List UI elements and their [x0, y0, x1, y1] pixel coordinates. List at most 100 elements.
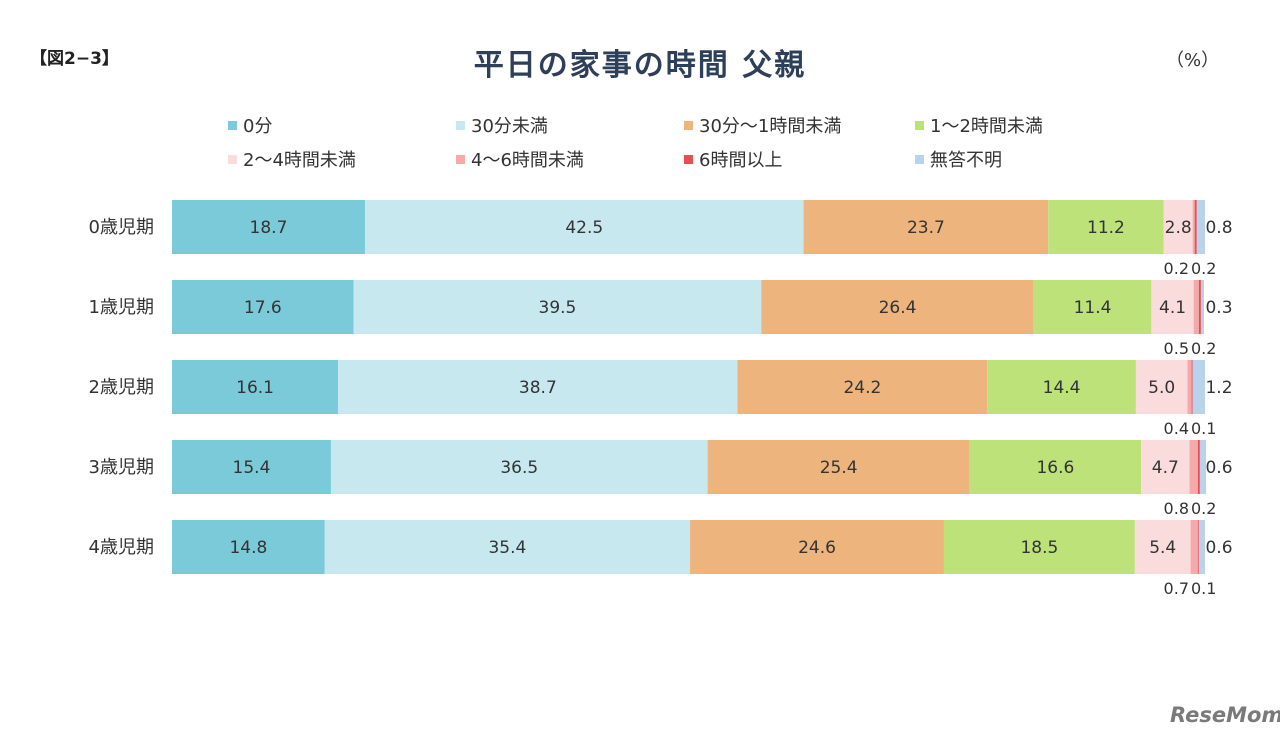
data-label: 16.1	[236, 378, 274, 398]
data-label: 24.2	[843, 378, 881, 398]
data-label: 39.5	[539, 298, 577, 318]
data-label: 5.0	[1148, 378, 1175, 398]
chart-title: 平日の家事の時間 父親	[473, 48, 807, 83]
data-label: 35.4	[488, 538, 526, 558]
data-label: 0.4	[1164, 419, 1189, 438]
bar-segment	[1199, 440, 1207, 494]
unit-label: （%）	[1166, 50, 1220, 71]
legend-item: 2〜4時間未満	[228, 146, 356, 172]
watermark-logo: ReseMom	[1170, 703, 1280, 727]
bar-segment	[690, 520, 944, 574]
category-label: 0歳児期	[89, 217, 154, 238]
legend-item: 4〜6時間未満	[456, 146, 584, 172]
data-label: 0.7	[1164, 579, 1189, 598]
data-label: 18.7	[250, 218, 288, 238]
data-label: 0.2	[1191, 259, 1216, 278]
bar-segment	[943, 520, 1135, 574]
legend-swatch	[228, 120, 237, 130]
legend-swatch	[456, 154, 465, 164]
legend-swatch	[456, 120, 465, 130]
bar-segment	[1134, 520, 1191, 574]
data-label: 18.5	[1020, 538, 1058, 558]
bar-segment	[803, 200, 1049, 254]
data-label: 36.5	[500, 458, 538, 478]
data-label: 0.8	[1205, 218, 1232, 238]
data-label: 1.2	[1205, 378, 1232, 398]
data-label: 0.3	[1205, 298, 1232, 318]
legend-label: 30分〜1時間未満	[699, 116, 842, 137]
bar-segment	[172, 360, 339, 414]
bar-segment	[172, 280, 354, 334]
data-label: 0.5	[1164, 339, 1189, 358]
data-label: 23.7	[907, 218, 945, 238]
legend-label: 1〜2時間未満	[930, 116, 1043, 137]
legend-label: 2〜4時間未満	[243, 150, 356, 171]
category-label: 4歳児期	[89, 537, 154, 558]
bar-segment	[1190, 520, 1198, 574]
data-label: 38.7	[519, 378, 557, 398]
category-label: 3歳児期	[89, 457, 154, 478]
legend-swatch	[915, 154, 924, 164]
bar-segment	[324, 520, 691, 574]
legend-swatch	[228, 154, 237, 164]
legend-swatch	[915, 120, 924, 130]
bar-segment	[1192, 200, 1195, 254]
bar-segment	[1187, 360, 1192, 414]
legend-label: 30分未満	[471, 116, 548, 137]
data-label: 14.8	[229, 538, 267, 558]
bar-segment	[969, 440, 1142, 494]
data-label: 24.6	[798, 538, 836, 558]
bar-segment	[1198, 520, 1206, 574]
data-label: 0.6	[1205, 458, 1232, 478]
data-label: 0.6	[1205, 538, 1232, 558]
legend-label: 無答不明	[930, 150, 1002, 171]
bar-segment	[330, 440, 708, 494]
category-label: 2歳児期	[89, 377, 154, 398]
bar-segment	[172, 520, 325, 574]
bar-segment	[1194, 200, 1197, 254]
bar-segment	[1163, 200, 1193, 254]
legend-swatch	[684, 154, 693, 164]
data-label: 0.2	[1164, 259, 1189, 278]
bar-segment	[1200, 280, 1204, 334]
bar-segment	[338, 360, 738, 414]
bar-segment	[353, 280, 762, 334]
legend-item: 6時間以上	[684, 146, 782, 172]
bar-segment	[1191, 360, 1193, 414]
data-label: 25.4	[820, 458, 858, 478]
bar-segment	[1141, 440, 1190, 494]
bar-segment	[1189, 440, 1198, 494]
bar-segment	[364, 200, 804, 254]
data-label: 26.4	[879, 298, 917, 318]
bar-segment	[1135, 360, 1188, 414]
legend-label: 6時間以上	[699, 150, 783, 171]
data-label: 0.8	[1164, 499, 1189, 518]
data-label: 42.5	[565, 218, 603, 238]
data-label: 0.1	[1191, 579, 1216, 598]
data-label: 0.2	[1191, 339, 1216, 358]
bar-segment	[987, 360, 1136, 414]
bar-segment	[172, 440, 331, 494]
bar-segment	[1151, 280, 1194, 334]
legend-item: 30分〜1時間未満	[684, 112, 841, 138]
data-label: 16.6	[1036, 458, 1074, 478]
data-label: 11.4	[1074, 298, 1112, 318]
bar-segment	[1197, 440, 1200, 494]
bar-segment	[172, 200, 365, 254]
category-label: 1歳児期	[89, 297, 154, 318]
bar-segment	[761, 280, 1034, 334]
data-label: 0.2	[1191, 499, 1216, 518]
data-label: 15.4	[233, 458, 271, 478]
bar-segment	[1197, 520, 1199, 574]
data-label: 14.4	[1043, 378, 1081, 398]
legend-swatch	[684, 120, 693, 130]
legend-item: 0分	[228, 112, 272, 138]
bar-segment	[1033, 280, 1152, 334]
bar-segment	[737, 360, 988, 414]
data-label: 2.8	[1165, 218, 1192, 238]
legend-item: 無答不明	[915, 146, 1002, 172]
data-label: 4.1	[1159, 298, 1186, 318]
legend-label: 4〜6時間未満	[471, 150, 584, 171]
legend-item: 1〜2時間未満	[915, 112, 1043, 138]
